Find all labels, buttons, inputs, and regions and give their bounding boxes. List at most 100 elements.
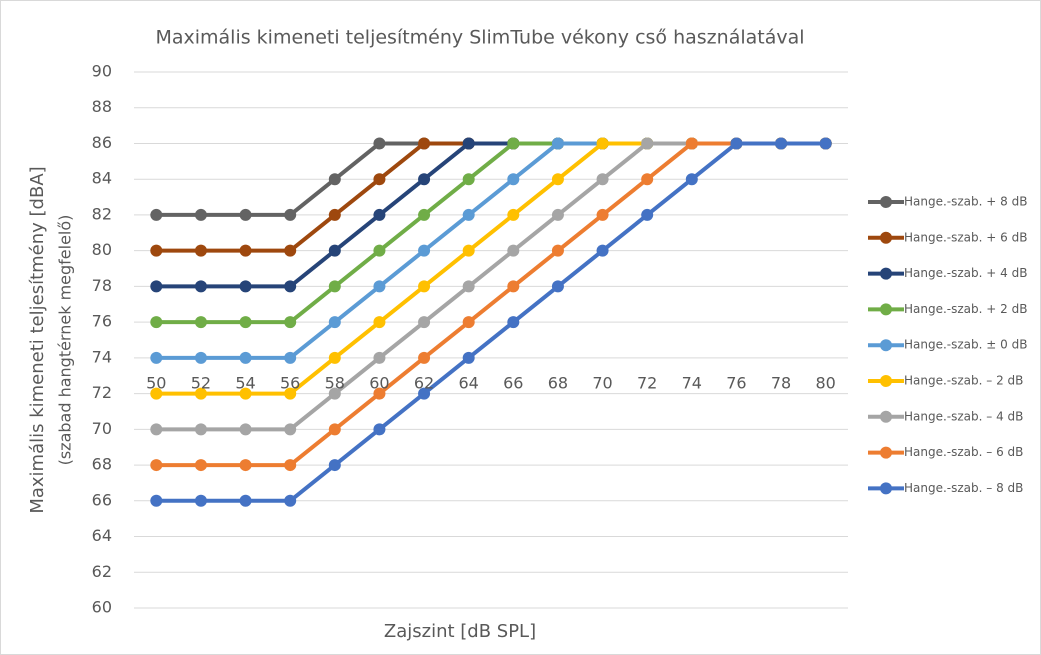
- y-tick-label: 80: [92, 240, 112, 259]
- point: [284, 351, 297, 364]
- point: [462, 244, 475, 257]
- point: [194, 459, 207, 472]
- legend-label: Hange.-szab. – 4 dB: [904, 409, 1023, 423]
- point: [596, 173, 609, 186]
- point: [328, 351, 341, 364]
- point: [418, 244, 431, 257]
- point: [507, 280, 520, 293]
- point: [194, 280, 207, 293]
- point: [194, 316, 207, 329]
- point: [150, 494, 163, 507]
- point: [194, 244, 207, 257]
- series-line: [156, 141, 826, 503]
- point: [150, 459, 163, 472]
- y-tick-label: 64: [92, 526, 112, 545]
- x-tick-label: 54: [235, 374, 255, 393]
- point: [685, 137, 698, 150]
- y-tick-label: 84: [92, 169, 112, 188]
- point: [418, 173, 431, 186]
- point: [373, 173, 386, 186]
- point: [194, 423, 207, 436]
- point: [150, 423, 163, 436]
- point: [328, 173, 341, 186]
- point: [284, 423, 297, 436]
- point: [373, 387, 386, 400]
- y-tick-label: 86: [92, 133, 112, 152]
- point: [284, 208, 297, 221]
- x-tick-label: 68: [548, 374, 568, 393]
- point: [239, 316, 252, 329]
- point: [239, 244, 252, 257]
- legend-marker: [880, 446, 892, 459]
- y-tick-label: 60: [92, 598, 112, 617]
- y-tick-label: 82: [92, 204, 112, 223]
- x-tick-label: 58: [325, 374, 345, 393]
- x-tick-label: 50: [146, 374, 166, 393]
- point: [462, 208, 475, 221]
- point: [418, 387, 431, 400]
- point: [284, 494, 297, 507]
- y-tick-label: 72: [92, 383, 112, 402]
- x-tick-label: 62: [414, 374, 434, 393]
- y-tick-label: 74: [92, 347, 112, 366]
- point: [462, 280, 475, 293]
- legend-label: Hange.-szab. – 8 dB: [904, 481, 1023, 495]
- point: [685, 173, 698, 186]
- point: [150, 280, 163, 293]
- point: [239, 351, 252, 364]
- legend-label: Hange.-szab. ± 0 dB: [904, 338, 1027, 352]
- legend-label: Hange.-szab. + 4 dB: [904, 266, 1027, 280]
- point: [328, 459, 341, 472]
- point: [775, 137, 788, 150]
- point: [284, 316, 297, 329]
- y-axis-title: Maximális kimeneti teljesítmény [dBA]: [27, 166, 48, 513]
- point: [373, 423, 386, 436]
- point: [819, 137, 832, 150]
- point: [239, 459, 252, 472]
- point: [239, 208, 252, 221]
- point: [551, 280, 564, 293]
- point: [194, 494, 207, 507]
- point: [462, 316, 475, 329]
- point: [239, 387, 252, 400]
- point: [284, 387, 297, 400]
- legend-label: Hange.-szab. + 6 dB: [904, 230, 1027, 244]
- point: [641, 173, 654, 186]
- point: [551, 137, 564, 150]
- legend-marker: [880, 303, 892, 316]
- point: [596, 208, 609, 221]
- point: [150, 387, 163, 400]
- x-tick-label: 56: [280, 374, 300, 393]
- point: [507, 208, 520, 221]
- point: [418, 351, 431, 364]
- x-tick-label: 70: [592, 374, 612, 393]
- point: [418, 280, 431, 293]
- point: [328, 316, 341, 329]
- point: [641, 137, 654, 150]
- x-tick-label: 80: [816, 374, 836, 393]
- point: [641, 208, 654, 221]
- point: [373, 280, 386, 293]
- point: [507, 244, 520, 257]
- y-tick-label: 90: [92, 62, 112, 81]
- x-tick-label: 52: [191, 374, 211, 393]
- x-tick-label: 76: [726, 374, 746, 393]
- point: [239, 494, 252, 507]
- point: [194, 387, 207, 400]
- legend-marker: [880, 482, 892, 495]
- point: [328, 423, 341, 436]
- point: [150, 351, 163, 364]
- point: [328, 280, 341, 293]
- y-tick-label: 78: [92, 276, 112, 295]
- point: [328, 387, 341, 400]
- point: [284, 280, 297, 293]
- y-tick-label: 76: [92, 312, 112, 331]
- point: [730, 137, 743, 150]
- legend-marker: [880, 196, 892, 208]
- legend-marker: [880, 375, 892, 387]
- chart-title: Maximális kimeneti teljesítmény SlimTube…: [155, 27, 804, 49]
- legend-marker: [880, 267, 892, 280]
- y-tick-label: 68: [92, 455, 112, 474]
- legend-label: Hange.-szab. – 2 dB: [904, 374, 1023, 388]
- point: [373, 316, 386, 329]
